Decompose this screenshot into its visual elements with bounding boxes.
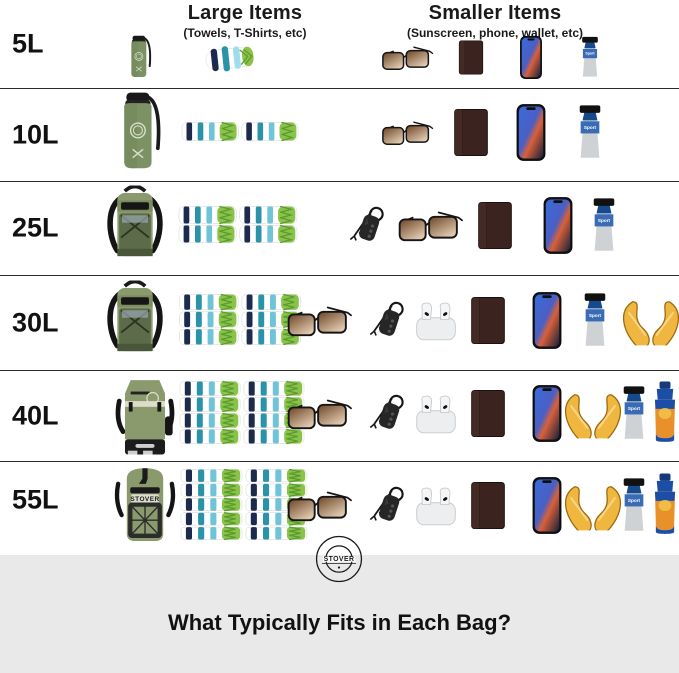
svg-text:Sport: Sport [585,52,595,56]
svg-text:Sport: Sport [589,312,602,317]
svg-text:Sport: Sport [598,218,611,223]
svg-text:STOVER: STOVER [130,496,159,503]
svg-text:Sport: Sport [628,498,641,503]
svg-text:STOVER: STOVER [324,556,355,563]
svg-text:Sport: Sport [584,124,597,129]
svg-text:Sport: Sport [628,405,641,410]
